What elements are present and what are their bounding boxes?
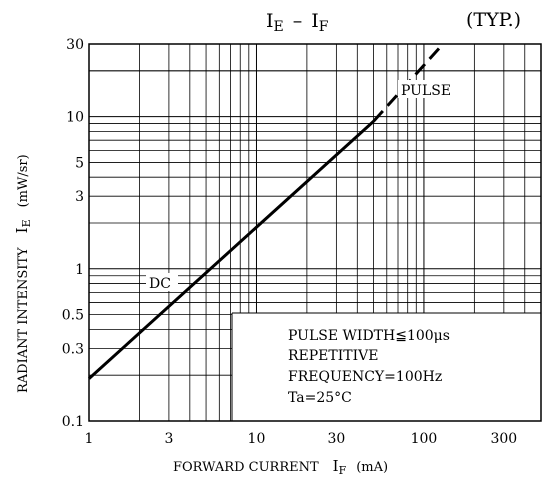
y-axis-label: RADIANT INTENSITY IE (mW/sr) xyxy=(13,154,33,393)
title-main: I xyxy=(266,10,274,32)
x-tick-label: 10 xyxy=(248,431,266,447)
series-line-dc xyxy=(87,120,375,380)
y-axis-label-unit: (mW/sr) xyxy=(16,154,31,207)
x-tick-label: 3 xyxy=(164,431,173,447)
y-tick-label: 0.1 xyxy=(62,414,84,430)
x-tick-label: 1 xyxy=(85,431,94,447)
title-main-sub: E xyxy=(274,19,284,35)
y-tick-label: 30 xyxy=(66,37,84,53)
x-axis-label-var: I xyxy=(333,457,339,475)
title-tail-sub: F xyxy=(319,19,329,35)
y-tick-label: 5 xyxy=(75,155,84,171)
annotation-line-1: PULSE WIDTH≦100μs xyxy=(288,328,450,344)
series-label-dc: DC xyxy=(149,276,171,292)
y-axis-label-main: RADIANT INTENSITY xyxy=(16,247,31,393)
y-axis-label-var: I xyxy=(13,227,31,233)
y-tick-label: 0.3 xyxy=(62,341,84,357)
annotation-box xyxy=(232,313,541,421)
y-tick-label: 3 xyxy=(75,189,84,205)
x-axis-label: FORWARD CURRENT IF (mA) xyxy=(173,457,388,477)
pulse-label-bg xyxy=(398,80,462,98)
chart-title: IE – IF xyxy=(266,10,329,35)
x-axis-label-sub: F xyxy=(339,464,347,477)
y-tick-label: 10 xyxy=(66,110,84,126)
annotation-line-4: Ta=25°C xyxy=(288,390,352,406)
y-tick-label: 0.5 xyxy=(62,308,84,324)
x-tick-label: 30 xyxy=(327,431,345,447)
y-tick-label: 1 xyxy=(75,262,84,278)
x-tick-label: 300 xyxy=(490,431,517,447)
y-axis-label-sub: E xyxy=(20,219,33,227)
x-axis-label-main: FORWARD CURRENT xyxy=(173,460,319,475)
dc-label-bg xyxy=(146,273,178,291)
title-dash: – xyxy=(293,10,303,32)
annotation-line-3: FREQUENCY=100Hz xyxy=(288,369,442,385)
plot-frame xyxy=(88,43,542,422)
x-tick-label: 100 xyxy=(411,431,438,447)
tick-labels: 1 3 10 30 100 300 0.1 0.3 0.5 1 3 5 10 30 xyxy=(62,37,517,447)
x-axis-label-unit: (mA) xyxy=(356,460,388,475)
series-label-pulse: PULSE xyxy=(401,83,451,99)
annotation-line-2: REPETITIVE xyxy=(288,348,378,364)
chart-title-note: (TYP.) xyxy=(466,9,521,31)
title-tail: I xyxy=(311,10,319,32)
